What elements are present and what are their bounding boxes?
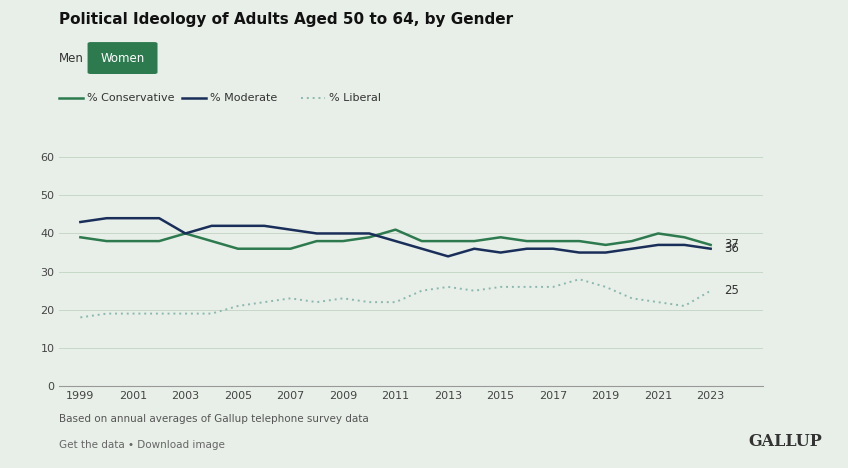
Text: GALLUP: GALLUP [749, 433, 823, 450]
FancyBboxPatch shape [87, 42, 158, 74]
Text: Men: Men [59, 52, 84, 65]
Text: % Moderate: % Moderate [210, 93, 277, 103]
Text: Women: Women [100, 51, 145, 65]
Text: 36: 36 [724, 242, 739, 255]
Text: % Liberal: % Liberal [329, 93, 381, 103]
Text: % Conservative: % Conservative [87, 93, 175, 103]
Text: 37: 37 [724, 238, 739, 251]
Text: Political Ideology of Adults Aged 50 to 64, by Gender: Political Ideology of Adults Aged 50 to … [59, 12, 514, 27]
Text: Get the data • Download image: Get the data • Download image [59, 440, 226, 450]
Text: 25: 25 [724, 284, 739, 297]
Text: Based on annual averages of Gallup telephone survey data: Based on annual averages of Gallup telep… [59, 414, 369, 424]
